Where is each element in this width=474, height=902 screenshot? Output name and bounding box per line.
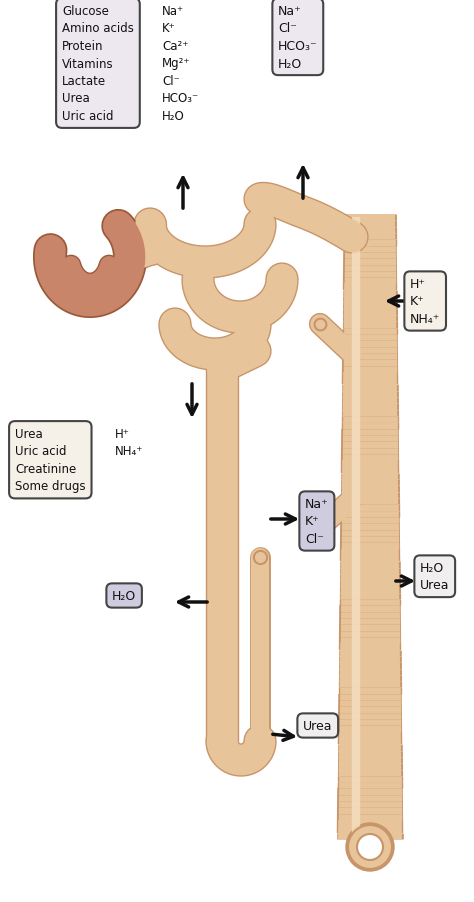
Text: Urea: Urea: [303, 719, 332, 732]
Circle shape: [346, 824, 394, 871]
Text: Na⁺
Cl⁻
HCO₃⁻
H₂O: Na⁺ Cl⁻ HCO₃⁻ H₂O: [278, 5, 318, 70]
Text: Na⁺
K⁺
Ca²⁺
Mg²⁺
Cl⁻
HCO₃⁻
H₂O: Na⁺ K⁺ Ca²⁺ Mg²⁺ Cl⁻ HCO₃⁻ H₂O: [162, 5, 199, 123]
Text: Na⁺
K⁺
Cl⁻: Na⁺ K⁺ Cl⁻: [305, 497, 329, 546]
Text: Glucose
Amino acids
Protein
Vitamins
Lactate
Urea
Uric acid: Glucose Amino acids Protein Vitamins Lac…: [62, 5, 134, 123]
Circle shape: [348, 825, 392, 869]
Text: Urea
Uric acid
Creatinine
Some drugs: Urea Uric acid Creatinine Some drugs: [15, 428, 86, 493]
Text: H⁺
NH₄⁺: H⁺ NH₄⁺: [115, 428, 143, 458]
Text: H₂O: H₂O: [112, 589, 136, 603]
Text: H⁺
K⁺
NH₄⁺: H⁺ K⁺ NH₄⁺: [410, 278, 440, 326]
Text: H₂O
Urea: H₂O Urea: [420, 561, 449, 592]
Circle shape: [357, 834, 383, 860]
